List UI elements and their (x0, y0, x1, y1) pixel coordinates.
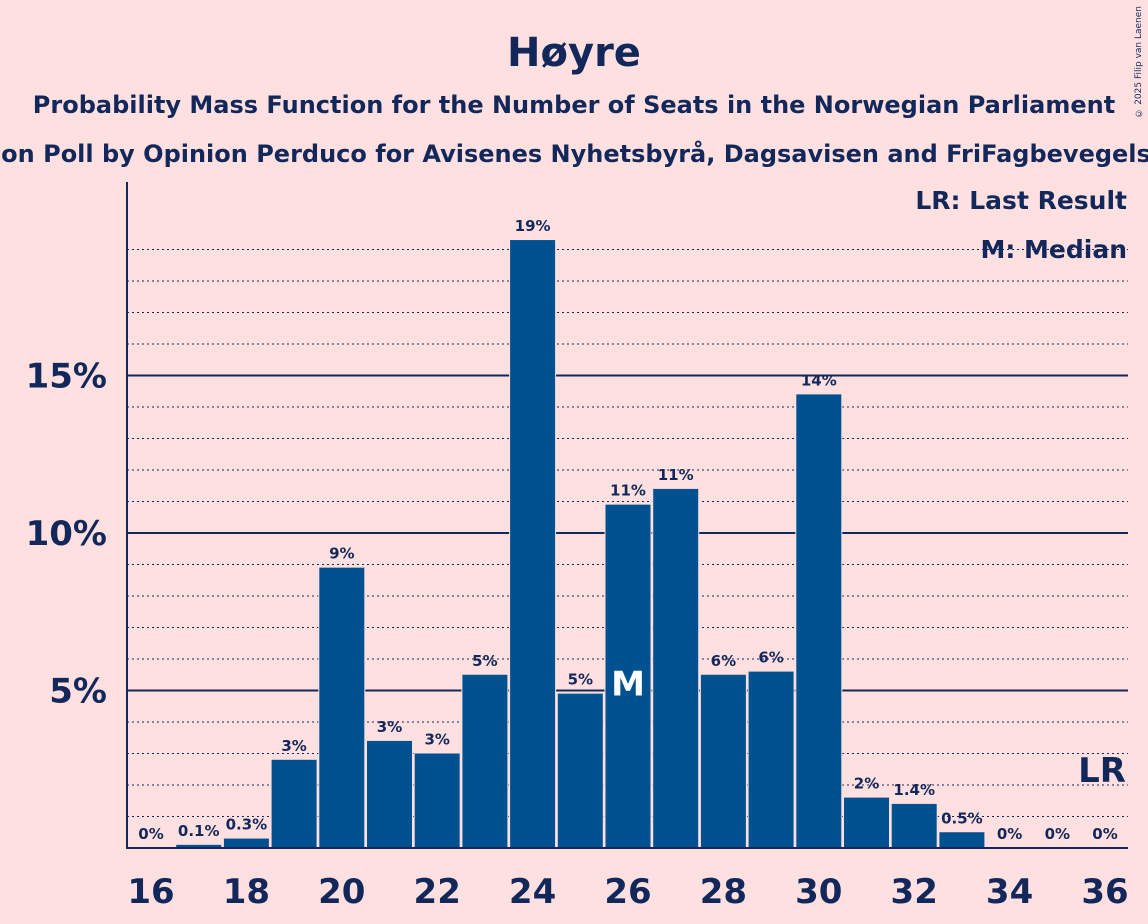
legend-median: M: Median (980, 235, 1127, 264)
x-tick-label: 18 (223, 872, 270, 912)
data-label: 11% (610, 482, 646, 500)
bars (175, 239, 986, 849)
data-label: 3% (281, 737, 306, 755)
bar (176, 844, 222, 848)
data-label: 0% (1045, 825, 1070, 843)
data-label: 0% (1092, 825, 1117, 843)
bar (319, 567, 365, 848)
bar (367, 740, 412, 848)
x-tick-label: 20 (318, 872, 365, 912)
data-label: 19% (515, 217, 551, 235)
bar (271, 759, 317, 848)
bar (557, 693, 603, 848)
x-tick-label: 28 (700, 872, 747, 912)
copyright-note: © 2025 Filip van Laenen (1134, 6, 1144, 118)
y-tick-label: 10% (26, 514, 107, 554)
median-marker: M (611, 665, 645, 705)
bar (700, 674, 746, 848)
x-tick-label: 26 (604, 872, 651, 912)
x-tick-label: 32 (891, 872, 938, 912)
data-label: 9% (329, 545, 354, 563)
bar (748, 671, 794, 848)
data-label: 5% (472, 652, 497, 670)
data-label: 6% (711, 652, 736, 670)
x-tick-label: 34 (986, 872, 1033, 912)
chart-title: Høyre (507, 30, 641, 76)
x-tick-label: 36 (1081, 872, 1128, 912)
data-label: 14% (801, 371, 837, 389)
legend-last-result: LR: Last Result (915, 186, 1127, 215)
data-label: 3% (424, 731, 449, 749)
bar (223, 838, 269, 848)
data-label: 2% (854, 775, 879, 793)
data-label: 0.1% (178, 822, 220, 840)
y-tick-label: 15% (26, 357, 107, 397)
y-tick-label: 5% (49, 672, 107, 712)
x-tick-label: 22 (414, 872, 461, 912)
data-label: 6% (758, 649, 783, 667)
x-tick-label: 16 (127, 872, 174, 912)
last-result-marker: LR (1078, 751, 1126, 791)
bar (653, 488, 699, 848)
data-label: 0.3% (226, 816, 268, 834)
bar (414, 753, 460, 848)
bar (510, 240, 556, 849)
bar (462, 674, 508, 848)
data-label: 5% (568, 671, 593, 689)
x-tick-label: 30 (795, 872, 842, 912)
bar (605, 504, 651, 848)
data-label: 0% (138, 825, 163, 843)
data-label: 1.4% (893, 781, 935, 799)
bar (939, 832, 985, 848)
bar (844, 797, 889, 848)
chart-source: Opinion Poll by Opinion Perduco for Avis… (0, 139, 1148, 168)
data-label: 0.5% (941, 809, 983, 827)
data-label: 3% (377, 718, 402, 736)
bar (796, 394, 842, 848)
axes: 16 18 20 22 24 26 28 30 32 34 36 (126, 182, 1129, 912)
data-label: 11% (658, 466, 694, 484)
x-tick-label: 24 (509, 872, 556, 912)
chart-subtitle: Probability Mass Function for the Number… (33, 91, 1115, 119)
data-labels: 0% 0.1% 0.3% 3% 9% 3% 3% 5% 19% 5% 11% 11% 6% 6% 14% 2%… (138, 217, 1126, 843)
data-label: 0% (997, 825, 1022, 843)
bar (891, 803, 937, 848)
